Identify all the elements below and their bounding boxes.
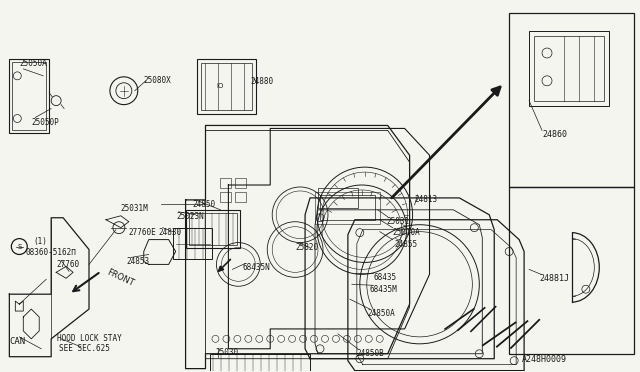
Text: 24860: 24860	[542, 131, 567, 140]
Bar	[189, 213, 237, 244]
Text: SEE SEC.625: SEE SEC.625	[59, 344, 110, 353]
Bar	[529, 31, 609, 106]
Text: 25030: 25030	[216, 348, 239, 357]
Text: 24830: 24830	[159, 228, 182, 237]
Text: 24850A: 24850A	[368, 309, 396, 318]
Text: 25820: 25820	[295, 243, 318, 251]
Text: CAN: CAN	[10, 337, 26, 346]
Bar	[211, 354, 310, 372]
Bar	[236, 178, 246, 188]
Text: 24881J: 24881J	[539, 274, 569, 283]
Text: 24850B: 24850B	[357, 349, 385, 358]
Text: 25050A: 25050A	[19, 59, 47, 68]
Bar	[12, 62, 46, 131]
Bar	[200, 63, 252, 110]
Bar	[320, 195, 375, 220]
Bar	[509, 13, 634, 187]
Text: 25010A: 25010A	[393, 228, 420, 237]
Text: 24855: 24855	[395, 240, 418, 248]
Bar	[173, 228, 212, 259]
Text: 08360-5162Π: 08360-5162Π	[26, 247, 76, 257]
Bar	[315, 192, 380, 224]
Text: 27760: 27760	[56, 260, 79, 269]
Bar	[534, 36, 604, 101]
Bar	[220, 192, 232, 202]
Text: 24813: 24813	[415, 195, 438, 204]
Bar	[220, 178, 232, 188]
Text: (1): (1)	[33, 237, 47, 246]
Bar	[318, 188, 358, 208]
Text: 68435: 68435	[374, 273, 397, 282]
Text: 25031M: 25031M	[121, 204, 148, 213]
Bar	[186, 210, 241, 247]
Text: 24880: 24880	[250, 77, 273, 86]
Text: IO: IO	[217, 83, 224, 89]
Text: FRONT: FRONT	[105, 267, 135, 288]
Text: 25031: 25031	[387, 217, 410, 226]
Text: 25080X: 25080X	[144, 76, 172, 85]
Text: 68435N: 68435N	[243, 263, 270, 272]
Bar	[509, 187, 634, 354]
Text: 24850: 24850	[193, 200, 216, 209]
Text: 27760E: 27760E	[129, 228, 157, 237]
Text: 25023N: 25023N	[177, 212, 204, 221]
Text: A248H0009: A248H0009	[522, 355, 567, 364]
Bar	[10, 59, 49, 134]
Text: S: S	[17, 244, 22, 250]
Bar	[236, 192, 246, 202]
Text: 24853: 24853	[127, 257, 150, 266]
Text: HOOD LOCK STAY: HOOD LOCK STAY	[57, 334, 122, 343]
Text: 68435M: 68435M	[370, 285, 397, 294]
Bar	[196, 59, 256, 113]
Text: 25050P: 25050P	[31, 118, 59, 126]
